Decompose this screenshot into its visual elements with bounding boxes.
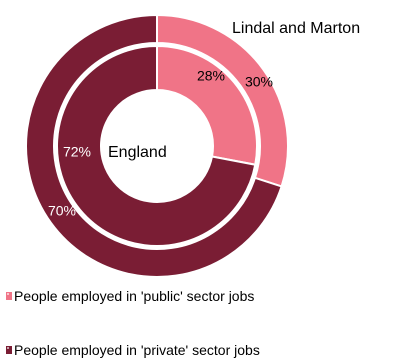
legend-swatch-public [6,292,12,300]
outer-ring-series-label: Lindal and Marton [232,20,361,37]
inner-ring-series-label: England [108,144,167,161]
outer-ring-data-label-public: 30% [245,74,273,90]
inner-ring-slice-private [56,44,257,247]
legend-swatch-private [6,346,12,354]
donut-chart: 30% 70% 28% 72% Lindal and Marton England [25,13,361,278]
inner-ring-data-label-private: 72% [63,144,91,160]
legend-item-private: People employed in 'private' sector jobs [6,342,260,358]
outer-ring-slice-private [25,13,283,278]
inner-ring-slice-public [156,44,258,166]
inner-ring-data-label-public: 28% [197,68,225,84]
outer-ring-data-label-private: 70% [48,203,76,219]
legend-label-private: People employed in 'private' sector jobs [14,342,260,358]
donut-chart-svg: 30% 70% 28% 72% [25,13,289,278]
legend-item-public: People employed in 'public' sector jobs [6,288,254,304]
legend-label-public: People employed in 'public' sector jobs [14,288,255,304]
